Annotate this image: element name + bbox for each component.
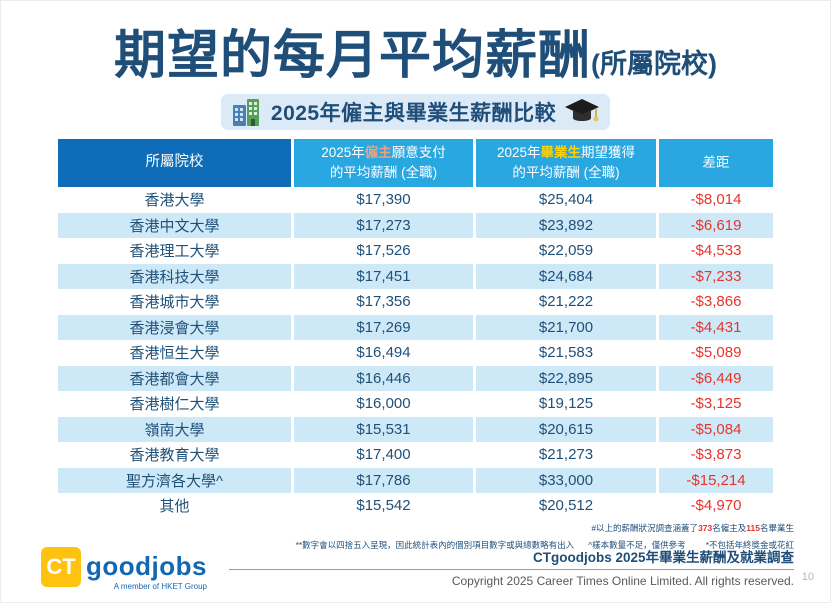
table-row: 香港中文大學 $17,273 $23,892 -$6,619	[58, 212, 773, 238]
graduation-cap-icon	[564, 97, 600, 127]
cell-graduate: $19,125	[476, 391, 659, 417]
cell-institution: 香港中文大學	[58, 212, 294, 238]
cell-institution: 嶺南大學	[58, 416, 294, 442]
table-row: 香港科技大學 $17,451 $24,684 -$7,233	[58, 263, 773, 289]
cell-graduate: $21,222	[476, 289, 659, 315]
table-row: 聖方濟各大學^ $17,786 $33,000 -$15,214	[58, 467, 773, 493]
cell-institution: 聖方濟各大學^	[58, 467, 294, 493]
cell-employer: $15,531	[294, 416, 476, 442]
cell-gap: -$8,014	[659, 187, 773, 213]
page-title-main: 期望的每月平均薪酬	[114, 27, 592, 85]
cell-institution: 香港都會大學	[58, 365, 294, 391]
cell-gap: -$4,431	[659, 314, 773, 340]
cell-graduate: $22,895	[476, 365, 659, 391]
footer-divider	[229, 569, 794, 570]
cell-graduate: $21,700	[476, 314, 659, 340]
table-row: 其他 $15,542 $20,512 -$4,970	[58, 493, 773, 519]
cell-graduate: $21,583	[476, 340, 659, 366]
footer: CT goodjobs A member of HKET Group CTgoo…	[1, 544, 830, 602]
cell-gap: -$6,449	[659, 365, 773, 391]
cell-gap: -$5,089	[659, 340, 773, 366]
cell-employer: $17,269	[294, 314, 476, 340]
table-body: 香港大學 $17,390 $25,404 -$8,014 香港中文大學 $17,273 $2…	[58, 187, 773, 519]
header-employer-salary: 2025年僱主願意支付 的平均薪酬 (全職)	[294, 139, 476, 187]
cell-graduate: $20,512	[476, 493, 659, 519]
header-institution: 所屬院校	[58, 139, 294, 187]
cell-gap: -$3,866	[659, 289, 773, 315]
table-row: 香港都會大學 $16,446 $22,895 -$6,449	[58, 365, 773, 391]
cell-graduate: $20,615	[476, 416, 659, 442]
copyright-text: Copyright 2025 Career Times Online Limit…	[451, 574, 794, 588]
ctgoodjobs-logo: CT goodjobs A member of HKET Group	[41, 547, 207, 591]
table-row: 嶺南大學 $15,531 $20,615 -$5,084	[58, 416, 773, 442]
cell-gap: -$15,214	[659, 467, 773, 493]
cell-institution: 香港樹仁大學	[58, 391, 294, 417]
cell-graduate: $21,273	[476, 442, 659, 468]
header-gap: 差距	[659, 139, 773, 187]
table-row: 香港恒生大學 $16,494 $21,583 -$5,089	[58, 340, 773, 366]
table-row: 香港城市大學 $17,356 $21,222 -$3,866	[58, 289, 773, 315]
cell-gap: -$5,084	[659, 416, 773, 442]
subtitle-pill: 2025年僱主與畢業生薪酬比較	[220, 94, 611, 130]
cell-employer: $16,446	[294, 365, 476, 391]
cell-institution: 香港教育大學	[58, 442, 294, 468]
table-row: 香港教育大學 $17,400 $21,273 -$3,873	[58, 442, 773, 468]
cell-institution: 香港理工大學	[58, 238, 294, 264]
table-row: 香港浸會大學 $17,269 $21,700 -$4,431	[58, 314, 773, 340]
cell-graduate: $22,059	[476, 238, 659, 264]
cell-institution: 其他	[58, 493, 294, 519]
cell-institution: 香港浸會大學	[58, 314, 294, 340]
cell-institution: 香港大學	[58, 187, 294, 213]
building-icon	[231, 96, 263, 128]
cell-institution: 香港城市大學	[58, 289, 294, 315]
cell-graduate: $23,892	[476, 212, 659, 238]
footnote-sample-size: #以上的薪酬狀況調查涵蓋了373名僱主及115名畢業生	[591, 522, 794, 533]
cell-graduate: $24,684	[476, 263, 659, 289]
cell-institution: 香港科技大學	[58, 263, 294, 289]
cell-graduate: $25,404	[476, 187, 659, 213]
cell-gap: -$4,533	[659, 238, 773, 264]
table-header: 所屬院校 2025年僱主願意支付 的平均薪酬 (全職) 2025年畢業生期望獲得…	[58, 139, 773, 187]
page-title-suffix: (所屬院校)	[591, 49, 717, 79]
cell-employer: $16,000	[294, 391, 476, 417]
salary-table: 所屬院校 2025年僱主願意支付 的平均薪酬 (全職) 2025年畢業生期望獲得…	[58, 139, 773, 519]
cell-employer: $17,390	[294, 187, 476, 213]
cell-graduate: $33,000	[476, 467, 659, 493]
source-line: CTgoodjobs 2025年畢業生薪酬及就業調查	[532, 550, 794, 565]
graduate-highlight: 畢業生	[540, 144, 582, 160]
cell-employer: $17,356	[294, 289, 476, 315]
cell-employer: $17,526	[294, 238, 476, 264]
logo-tagline: A member of HKET Group	[113, 582, 207, 591]
page-title: 期望的每月平均薪酬(所屬院校)	[1, 13, 830, 88]
subtitle-row: 2025年僱主與畢業生薪酬比較	[1, 94, 830, 130]
cell-employer: $17,400	[294, 442, 476, 468]
cell-employer: $15,542	[294, 493, 476, 519]
cell-gap: -$7,233	[659, 263, 773, 289]
footnote-methodology: **數字會以四捨五入呈現，因此統計表內的個別項目數字或與總數略有出入 ^樣本數量不…	[295, 539, 794, 550]
subtitle-text: 2025年僱主與畢業生薪酬比較	[270, 102, 557, 125]
cell-institution: 香港恒生大學	[58, 340, 294, 366]
cell-employer: $17,451	[294, 263, 476, 289]
table-row: 香港大學 $17,390 $25,404 -$8,014	[58, 187, 773, 213]
cell-employer: $17,273	[294, 212, 476, 238]
cell-gap: -$6,619	[659, 212, 773, 238]
cell-gap: -$3,873	[659, 442, 773, 468]
cell-employer: $17,786	[294, 467, 476, 493]
cell-gap: -$4,970	[659, 493, 773, 519]
table-row: 香港樹仁大學 $16,000 $19,125 -$3,125	[58, 391, 773, 417]
ct-logo-icon: CT	[41, 547, 81, 587]
page-number: 10	[801, 571, 814, 583]
employer-highlight: 僱主	[364, 144, 392, 160]
cell-gap: -$3,125	[659, 391, 773, 417]
header-graduate-salary: 2025年畢業生期望獲得 的平均薪酬 (全職)	[476, 139, 659, 187]
table-row: 香港理工大學 $17,526 $22,059 -$4,533	[58, 238, 773, 264]
cell-employer: $16,494	[294, 340, 476, 366]
logo-goodjobs-text: goodjobs	[86, 551, 207, 581]
